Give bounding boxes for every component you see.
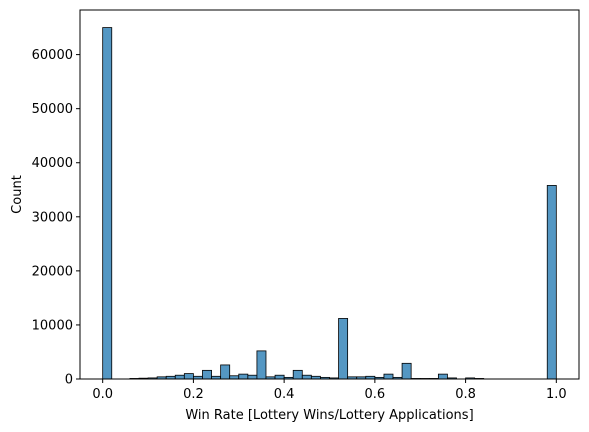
histogram-bar bbox=[292, 369, 303, 380]
histogram-bar bbox=[338, 318, 349, 380]
histogram-bar bbox=[546, 185, 557, 380]
histogram-bar bbox=[301, 374, 312, 380]
x-tick-label: 0.0 bbox=[92, 387, 113, 402]
histogram-bar bbox=[437, 373, 448, 380]
histogram-bar bbox=[202, 369, 212, 380]
y-tick-label: 30000 bbox=[32, 210, 73, 225]
x-axis-ticks: 0.0 0.2 0.4 0.6 0.8 1.0 bbox=[92, 379, 567, 402]
x-tick-label: 0.6 bbox=[365, 387, 386, 402]
y-tick-label: 60000 bbox=[32, 48, 73, 63]
histogram-bars bbox=[102, 27, 557, 380]
x-tick-label: 0.4 bbox=[274, 387, 295, 402]
histogram-bar bbox=[256, 350, 267, 380]
y-axis-ticks: 0 10000 20000 30000 40000 50000 60000 bbox=[32, 48, 80, 388]
histogram-bar bbox=[174, 374, 185, 380]
x-tick-label: 1.0 bbox=[546, 387, 567, 402]
y-tick-label: 0 bbox=[65, 373, 73, 388]
histogram-bar bbox=[274, 374, 285, 380]
y-tick-label: 10000 bbox=[32, 318, 73, 333]
histogram-bar bbox=[238, 373, 249, 380]
y-tick-label: 50000 bbox=[32, 102, 73, 117]
y-axis-label: Count bbox=[10, 175, 25, 214]
histogram-bar bbox=[183, 373, 194, 380]
x-tick-label: 0.8 bbox=[455, 387, 476, 402]
histogram-bar bbox=[220, 364, 231, 380]
histogram-bar bbox=[247, 374, 258, 380]
histogram-bar bbox=[383, 373, 394, 380]
histogram-bar bbox=[102, 27, 113, 380]
y-tick-label: 40000 bbox=[32, 156, 73, 171]
histogram-bar bbox=[401, 362, 412, 380]
x-tick-label: 0.2 bbox=[183, 387, 204, 402]
y-tick-label: 20000 bbox=[32, 264, 73, 279]
axes-frame bbox=[79, 9, 580, 380]
x-axis-label: Win Rate [Lottery Wins/Lottery Applicati… bbox=[185, 408, 473, 423]
